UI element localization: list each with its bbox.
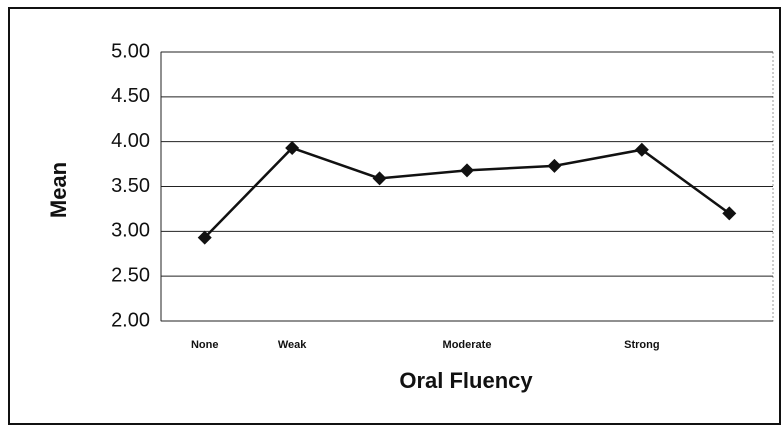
marker (285, 140, 300, 155)
marker (460, 163, 474, 178)
line (203, 146, 731, 239)
marker (372, 171, 387, 186)
y-axis-label: Mean (46, 162, 71, 218)
x-tick-label: Moderate (443, 339, 492, 351)
y-tick-label: 4.50 (111, 85, 150, 107)
marker (634, 142, 649, 157)
marker (197, 230, 212, 245)
marker (547, 158, 562, 173)
x-tick-label: Strong (624, 339, 659, 351)
y-tick-label: 5.00 (111, 40, 150, 62)
x-tick-label: Weak (278, 339, 307, 351)
marker (722, 206, 737, 221)
y-tick-label: 2.50 (111, 264, 150, 286)
frame (8, 7, 781, 425)
y-tick-label: 3.00 (111, 220, 150, 242)
x-tick-label: None (191, 339, 219, 351)
y-tick-label: 2.00 (111, 309, 150, 331)
y-tick-label: 4.00 (111, 130, 150, 152)
x-axis-label: Oral Fluency (399, 368, 533, 393)
y-tick-label: 3.50 (111, 175, 150, 197)
